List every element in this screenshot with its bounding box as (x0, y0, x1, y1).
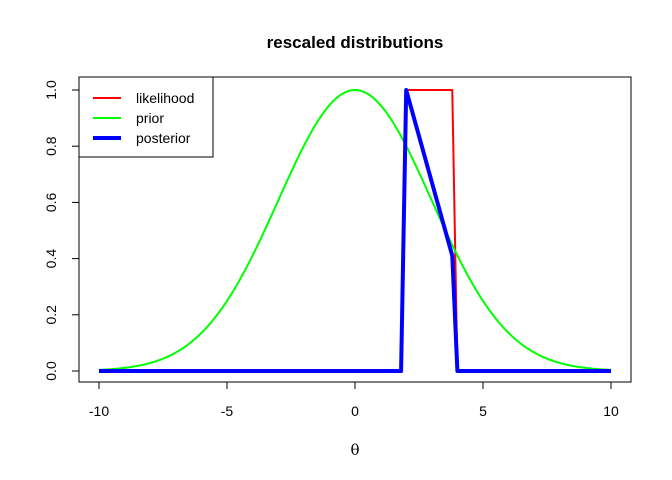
legend-label-posterior: posterior (136, 130, 191, 146)
x-tick-label: -5 (221, 403, 234, 419)
legend-label-likelihood: likelihood (136, 90, 194, 106)
legend-label-prior: prior (136, 110, 164, 126)
x-tick-label: -10 (89, 403, 109, 419)
y-tick-label: 0.2 (43, 305, 59, 325)
chart-title: rescaled distributions (267, 33, 444, 52)
y-tick-label: 1.0 (43, 80, 59, 100)
x-tick-label: 10 (603, 403, 619, 419)
series-line-prior (98, 89, 612, 371)
y-tick-label: 0.0 (43, 361, 59, 381)
x-tick-label: 0 (351, 403, 359, 419)
legend: likelihood prior posterior (78, 76, 214, 158)
series-layer (98, 88, 612, 373)
y-axis: 0.0 0.2 0.4 0.6 0.8 1.0 (43, 80, 80, 381)
x-axis: -10 -5 0 5 10 (89, 381, 619, 419)
y-tick-label: 0.8 (43, 136, 59, 156)
y-tick-label: 0.4 (43, 249, 59, 269)
series-line-posterior (99, 88, 611, 373)
x-axis-title: θ (350, 441, 359, 459)
y-tick-label: 0.6 (43, 192, 59, 212)
x-tick-label: 5 (479, 403, 487, 419)
